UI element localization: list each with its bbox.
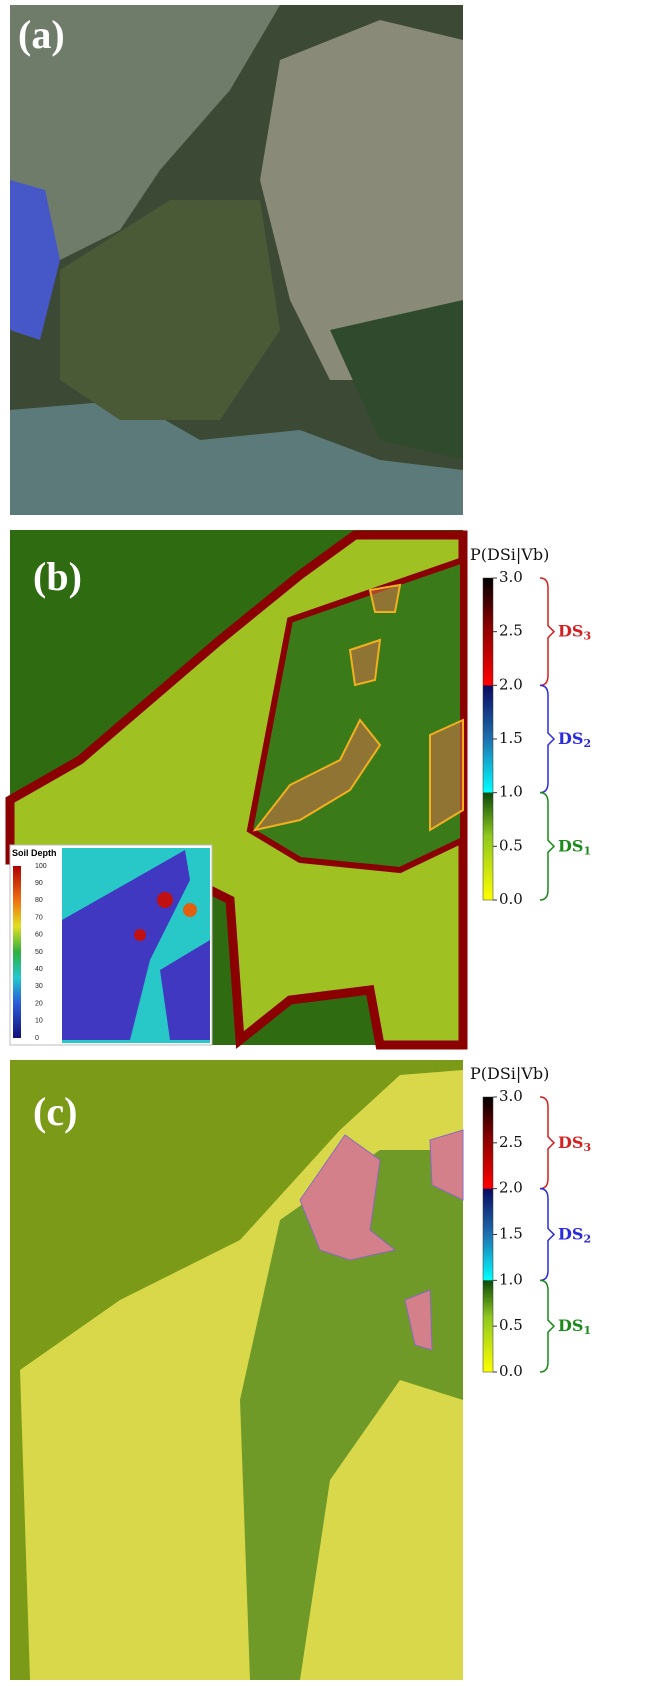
class-label: DS3: [558, 621, 591, 643]
inset-tick-label: 20: [35, 1000, 43, 1007]
colorbar-title: P(DSi|Vb): [470, 545, 549, 564]
class-subscript: 1: [583, 1324, 591, 1337]
tick-label: 0.5: [499, 1316, 523, 1334]
inset-tick-label: 60: [35, 932, 43, 939]
inset-tick-label: 10: [35, 1018, 43, 1025]
class-bracket: [540, 1280, 554, 1372]
class-bracket: [540, 1189, 554, 1281]
panel-label: (b): [33, 554, 82, 599]
inset-tick-label: 50: [35, 949, 43, 956]
tick-label: 2.0: [499, 1179, 523, 1197]
class-bracket: [540, 578, 554, 685]
inset-tick-label: 70: [35, 914, 43, 921]
class-bracket: [540, 685, 554, 792]
class-name: DS: [558, 1132, 583, 1151]
inset-tick-label: 80: [35, 897, 43, 904]
tick-label: 2.0: [499, 675, 523, 693]
class-label: DS1: [558, 836, 591, 858]
inset-tick-label: 0: [35, 1035, 39, 1042]
inset-tick-label: 90: [35, 880, 43, 887]
tick-label: 1.5: [499, 729, 523, 747]
tick-label: 1.0: [499, 783, 523, 801]
tick-label: 2.5: [499, 1133, 523, 1151]
satellite-map: [10, 5, 463, 515]
panel-label: (c): [33, 1089, 77, 1134]
class-subscript: 2: [583, 1233, 591, 1246]
class-subscript: 3: [583, 1141, 591, 1154]
soil-depth-inset: Soil Depth: [10, 845, 212, 1045]
inset-tick-label: 40: [35, 966, 43, 973]
tick-label: 3.0: [499, 568, 523, 586]
inset-tick-label: 100: [35, 863, 47, 870]
colorbar: [483, 1097, 493, 1372]
colorbar-title: P(DSi|Vb): [470, 1064, 549, 1083]
tick-label: 0.0: [499, 890, 523, 908]
class-subscript: 1: [583, 844, 591, 857]
class-subscript: 3: [583, 630, 591, 643]
class-name: DS: [558, 1316, 583, 1335]
panel-label: (a): [18, 12, 65, 57]
class-name: DS: [558, 621, 583, 640]
inset-tick-label: 30: [35, 983, 43, 990]
tick-label: 0.0: [499, 1362, 523, 1380]
class-name: DS: [558, 836, 583, 855]
damage-map-c: [10, 1060, 463, 1680]
tick-label: 0.5: [499, 836, 523, 854]
class-name: DS: [558, 1224, 583, 1243]
tick-label: 1.0: [499, 1270, 523, 1288]
tick-label: 1.5: [499, 1225, 523, 1243]
class-label: DS2: [558, 729, 591, 751]
class-label: DS3: [558, 1132, 591, 1154]
figure: Soil Depth (a) (b) (c) P(DSi|Vb) 3.0 2.5 2.…: [0, 0, 651, 1686]
class-label: DS2: [558, 1224, 591, 1246]
colorbar: [483, 578, 493, 900]
class-name: DS: [558, 729, 583, 748]
inset-title: Soil Depth: [12, 848, 57, 858]
class-label: DS1: [558, 1316, 591, 1338]
tick-label: 2.5: [499, 622, 523, 640]
class-bracket: [540, 1097, 554, 1189]
tick-label: 3.0: [499, 1087, 523, 1105]
class-bracket: [540, 793, 554, 900]
class-subscript: 2: [583, 737, 591, 750]
